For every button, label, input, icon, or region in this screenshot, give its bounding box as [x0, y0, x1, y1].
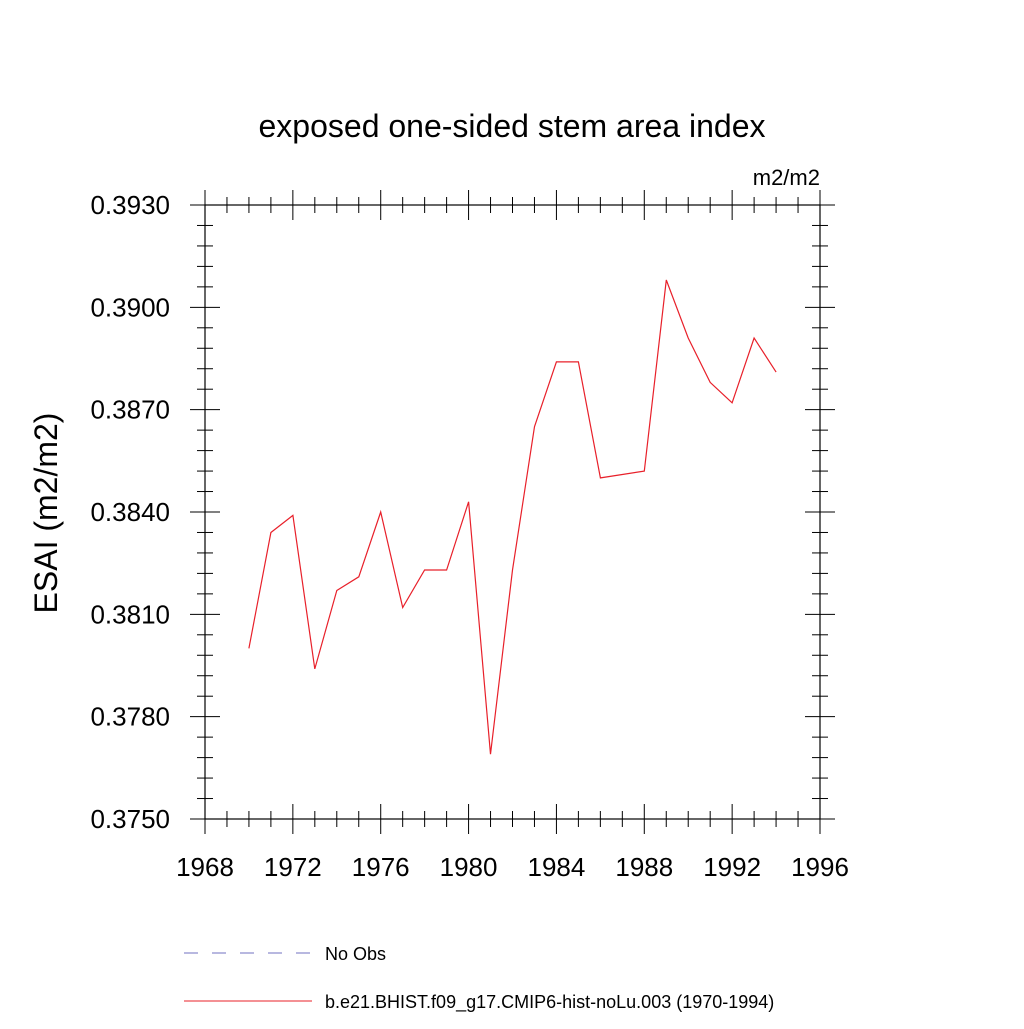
y-tick-label: 0.3780 — [90, 702, 170, 732]
series-line — [248, 279, 777, 755]
plot-frame — [204, 204, 821, 820]
series-lines — [248, 279, 777, 755]
x-tick-label: 1976 — [352, 852, 410, 882]
x-tick-label: 1980 — [440, 852, 498, 882]
x-tick-label: 1992 — [703, 852, 761, 882]
y-tick-label: 0.3870 — [90, 395, 170, 425]
y-tick-label: 0.3810 — [90, 599, 170, 629]
x-tick-label: 1984 — [528, 852, 586, 882]
y-tick-label: 0.3900 — [90, 292, 170, 322]
legend-label: b.e21.BHIST.f09_g17.CMIP6-hist-noLu.003 … — [325, 992, 774, 1013]
chart-title: exposed one-sided stem area index — [259, 108, 766, 144]
units-label: m2/m2 — [753, 165, 820, 190]
y-tick-label: 0.3750 — [90, 804, 170, 834]
x-tick-label: 1988 — [615, 852, 673, 882]
x-tick-label: 1996 — [791, 852, 849, 882]
legend-label: No Obs — [325, 944, 386, 964]
legend: No Obs b.e21.BHIST.f09_g17.CMIP6-hist-noL… — [184, 944, 774, 1013]
y-tick-label: 0.3840 — [90, 497, 170, 527]
x-tick-label: 1972 — [264, 852, 322, 882]
y-axis-label: ESAI (m2/m2) — [28, 413, 64, 614]
x-tick-label: 1968 — [176, 852, 234, 882]
y-tick-label: 0.3930 — [90, 190, 170, 220]
axes: 1968 1972 1976 1980 1984 1988 1992 1996 0.3750 0.… — [90, 190, 849, 882]
